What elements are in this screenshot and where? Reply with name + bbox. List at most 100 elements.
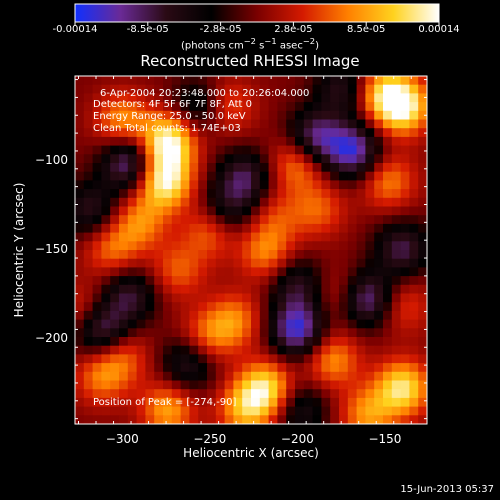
heatmap-cell [189, 302, 199, 312]
heatmap-cell [383, 397, 393, 408]
heatmap-cell [339, 206, 349, 216]
heatmap-cell [127, 406, 138, 416]
heatmap-cell [409, 302, 419, 312]
heatmap-cell [251, 276, 261, 286]
heatmap-cell [224, 345, 234, 355]
heatmap-cell [339, 310, 349, 321]
heatmap-cell [92, 128, 102, 138]
heatmap-cell [374, 293, 384, 303]
heatmap-cell [136, 354, 146, 364]
heatmap-cell [400, 328, 410, 338]
heatmap-cell [347, 180, 358, 190]
heatmap-cell [215, 93, 226, 103]
heatmap-cell [409, 84, 419, 94]
heatmap-cell [163, 284, 173, 295]
heatmap-cell [295, 345, 305, 355]
heatmap-cell [180, 145, 190, 155]
heatmap-cell [198, 319, 208, 329]
heatmap-cell [110, 171, 120, 181]
heatmap-cell [277, 76, 287, 86]
heatmap-cell [365, 380, 375, 390]
y-tick-label: −100 [35, 152, 68, 167]
heatmap-cell [110, 389, 120, 399]
heatmap-cell [330, 415, 340, 424]
heatmap-cell [347, 154, 358, 164]
heatmap-cell [207, 110, 217, 121]
heatmap-cell [374, 110, 384, 121]
heatmap-cell [383, 276, 393, 286]
heatmap-cell [391, 310, 402, 321]
heatmap-cell [189, 136, 199, 147]
x-tick-label: −150 [368, 432, 402, 446]
heatmap-cell [145, 267, 155, 277]
heatmap-cell [303, 302, 314, 312]
heatmap-cell [233, 84, 243, 94]
heatmap-cell [321, 171, 331, 181]
heatmap-cell [418, 180, 427, 190]
heatmap-cell [242, 119, 252, 129]
heatmap-cell [154, 380, 164, 390]
heatmap-cell [198, 241, 208, 251]
heatmap-cell [224, 354, 234, 364]
heatmap-cell [92, 206, 102, 216]
heatmap-cell [198, 171, 208, 181]
heatmap-cell [374, 380, 384, 390]
heatmap-cell [127, 197, 138, 208]
heatmap-cell [215, 206, 226, 216]
heatmap-cell [145, 76, 155, 86]
heatmap-cell [224, 110, 234, 121]
heatmap-cell [154, 337, 164, 347]
heatmap-cell [233, 136, 243, 147]
heatmap-cell [259, 363, 270, 373]
heatmap-cell [374, 136, 384, 147]
heatmap-cell [119, 328, 129, 338]
heatmap-cell [110, 310, 120, 321]
heatmap-cell [233, 337, 243, 347]
heatmap-cell [198, 337, 208, 347]
heatmap-cell [409, 371, 419, 382]
heatmap-cell [409, 180, 419, 190]
heatmap-cell [251, 102, 261, 112]
heatmap-cell [233, 397, 243, 408]
heatmap-cell [409, 197, 419, 208]
heatmap-cell [295, 84, 305, 94]
heatmap-cell [154, 145, 164, 155]
heatmap-cell [145, 180, 155, 190]
heatmap-cell [268, 258, 278, 268]
heatmap-cell [207, 76, 217, 86]
heatmap-cell [409, 319, 419, 329]
heatmap-cell [383, 337, 393, 347]
heatmap-cell [75, 223, 85, 234]
heatmap-cell [303, 76, 314, 86]
heatmap-cell [224, 267, 234, 277]
heatmap-cell [251, 197, 261, 208]
heatmap-cell [391, 319, 402, 329]
heatmap-cell [268, 380, 278, 390]
heatmap-cell [92, 337, 102, 347]
heatmap-cell [418, 189, 427, 199]
heatmap-cell [110, 215, 120, 225]
heatmap-cell [215, 136, 226, 147]
heatmap-cell [409, 397, 419, 408]
heatmap-cell [207, 284, 217, 295]
heatmap-cell [321, 110, 331, 121]
heatmap-cell [154, 223, 164, 234]
heatmap-cell [418, 284, 427, 295]
heatmap-cell [207, 406, 217, 416]
heatmap-cell [365, 354, 375, 364]
heatmap-cell [101, 284, 111, 295]
heatmap-cell [233, 363, 243, 373]
heatmap-cell [383, 206, 393, 216]
heatmap-cell [92, 371, 102, 382]
colorbar [74, 3, 440, 23]
heatmap-cell [347, 293, 358, 303]
heatmap-cell [136, 136, 146, 147]
heatmap-cell [198, 180, 208, 190]
heatmap-cell [303, 119, 314, 129]
heatmap-cell [409, 250, 419, 260]
heatmap-cell [207, 380, 217, 390]
heatmap-cell [163, 380, 173, 390]
heatmap-cell [365, 102, 375, 112]
heatmap-cell [145, 310, 155, 321]
heatmap-cell [154, 328, 164, 338]
